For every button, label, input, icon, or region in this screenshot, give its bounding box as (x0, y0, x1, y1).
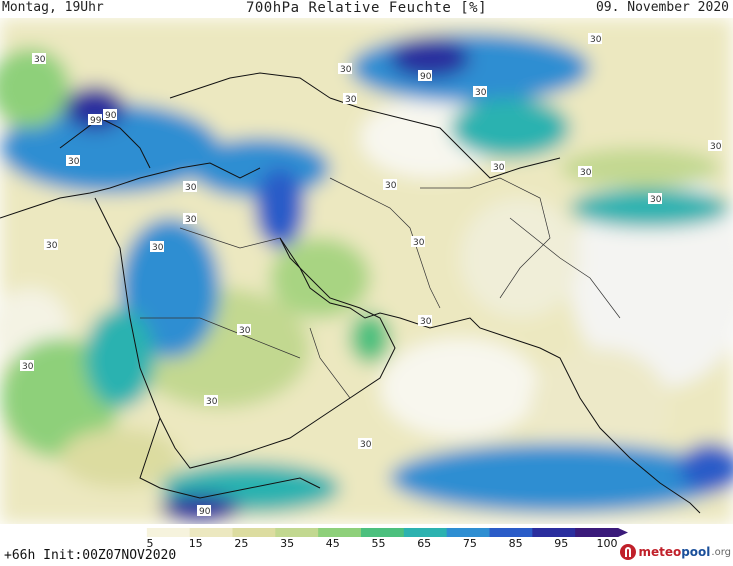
legend-swatch (446, 528, 490, 537)
svg-text:30: 30 (493, 163, 505, 173)
contour-label: 90 (197, 505, 211, 517)
svg-text:30: 30 (185, 183, 197, 193)
contour-label: 30 (66, 155, 80, 167)
contour-label: 30 (418, 315, 432, 327)
svg-text:30: 30 (360, 440, 372, 450)
contour-label: 30 (578, 166, 592, 178)
legend-swatch (146, 528, 191, 537)
legend-tick-label: 65 (417, 537, 431, 548)
legend-tick-label: 85 (509, 537, 523, 548)
contour-labels: 30 30 90 30 99 90 30 30 30 30 30 30 30 3… (20, 33, 722, 517)
contour-label: 30 (411, 236, 425, 248)
map-title: 700hPa Relative Feuchte [%] (245, 0, 488, 16)
meteopool-logo-icon (620, 544, 637, 560)
svg-text:30: 30 (152, 243, 164, 253)
borders (140, 177, 621, 399)
svg-text:90: 90 (105, 111, 117, 121)
svg-text:30: 30 (580, 168, 592, 178)
contour-label: 99 (88, 114, 102, 126)
contour-label: 90 (103, 109, 117, 121)
legend-swatch (189, 528, 233, 537)
contour-label: 30 (183, 213, 197, 225)
svg-text:30: 30 (475, 88, 487, 98)
svg-text:30: 30 (710, 142, 722, 152)
legend-swatch (275, 528, 319, 537)
legend-tick-label: 25 (234, 537, 248, 548)
svg-text:30: 30 (46, 241, 58, 251)
contour-label: 30 (338, 63, 352, 75)
legend-swatch (104, 528, 148, 537)
legend-tick-labels: 5 15 25 35 45 55 65 75 85 95 100 (147, 537, 618, 548)
contour-label: 30 (204, 395, 218, 407)
contour-label: 30 (358, 438, 372, 450)
legend-tick-label: 35 (280, 537, 294, 548)
legend-tick-label: 55 (372, 537, 386, 548)
legend-swatch (403, 528, 448, 537)
contour-label: 30 (708, 140, 722, 152)
svg-text:90: 90 (199, 507, 211, 517)
legend-tick-label: 45 (326, 537, 340, 548)
svg-text:30: 30 (413, 238, 425, 248)
legend-swatch (575, 528, 619, 537)
legend-tick-label: 5 (147, 537, 154, 548)
forecast-run-label: +66h Init:00Z07NOV2020 (4, 548, 177, 563)
svg-text:30: 30 (345, 95, 357, 105)
contour-label: 30 (237, 324, 251, 336)
svg-text:30: 30 (206, 397, 218, 407)
legend-end-arrow (618, 528, 628, 537)
svg-text:99: 99 (90, 116, 102, 126)
svg-text:30: 30 (420, 317, 432, 327)
legend-color-bar (104, 528, 628, 537)
legend-tick-label: 15 (189, 537, 203, 548)
legend-tick-label: 95 (554, 537, 568, 548)
contour-label: 30 (473, 86, 487, 98)
contour-label: 30 (183, 181, 197, 193)
legend-tick-label: 75 (463, 537, 477, 548)
svg-text:90: 90 (420, 72, 432, 82)
contour-label: 30 (150, 241, 164, 253)
svg-text:30: 30 (590, 35, 602, 45)
contour-label: 30 (383, 179, 397, 191)
contour-label: 90 (418, 70, 432, 82)
legend-tick-label: 100 (597, 537, 618, 548)
svg-text:30: 30 (650, 195, 662, 205)
contour-label: 30 (32, 53, 46, 65)
legend-swatch (532, 528, 576, 537)
legend-swatch (361, 528, 405, 537)
header-time-label: Montag, 19Uhr (2, 0, 104, 15)
svg-text:30: 30 (68, 157, 80, 167)
contour-label: 30 (648, 193, 662, 205)
header-date-label: 09. November 2020 (595, 0, 729, 15)
contour-label: 30 (588, 33, 602, 45)
meteopool-logo[interactable]: meteo pool .org (620, 544, 731, 560)
legend-swatch (318, 528, 362, 537)
svg-text:30: 30 (22, 362, 34, 372)
color-legend: 5 15 25 35 45 55 65 75 85 95 100 (104, 528, 628, 548)
svg-text:30: 30 (340, 65, 352, 75)
contour-label: 30 (343, 93, 357, 105)
legend-swatch (232, 528, 276, 537)
contour-label: 30 (44, 239, 58, 251)
contour-label: 30 (491, 161, 505, 173)
svg-text:30: 30 (239, 326, 251, 336)
svg-text:30: 30 (385, 181, 397, 191)
contour-label: 30 (20, 360, 34, 372)
humidity-map: 30 30 90 30 99 90 30 30 30 30 30 30 30 3… (0, 18, 733, 524)
coastlines (0, 72, 701, 514)
svg-text:30: 30 (185, 215, 197, 225)
legend-swatch (489, 528, 533, 537)
svg-text:30: 30 (34, 55, 46, 65)
